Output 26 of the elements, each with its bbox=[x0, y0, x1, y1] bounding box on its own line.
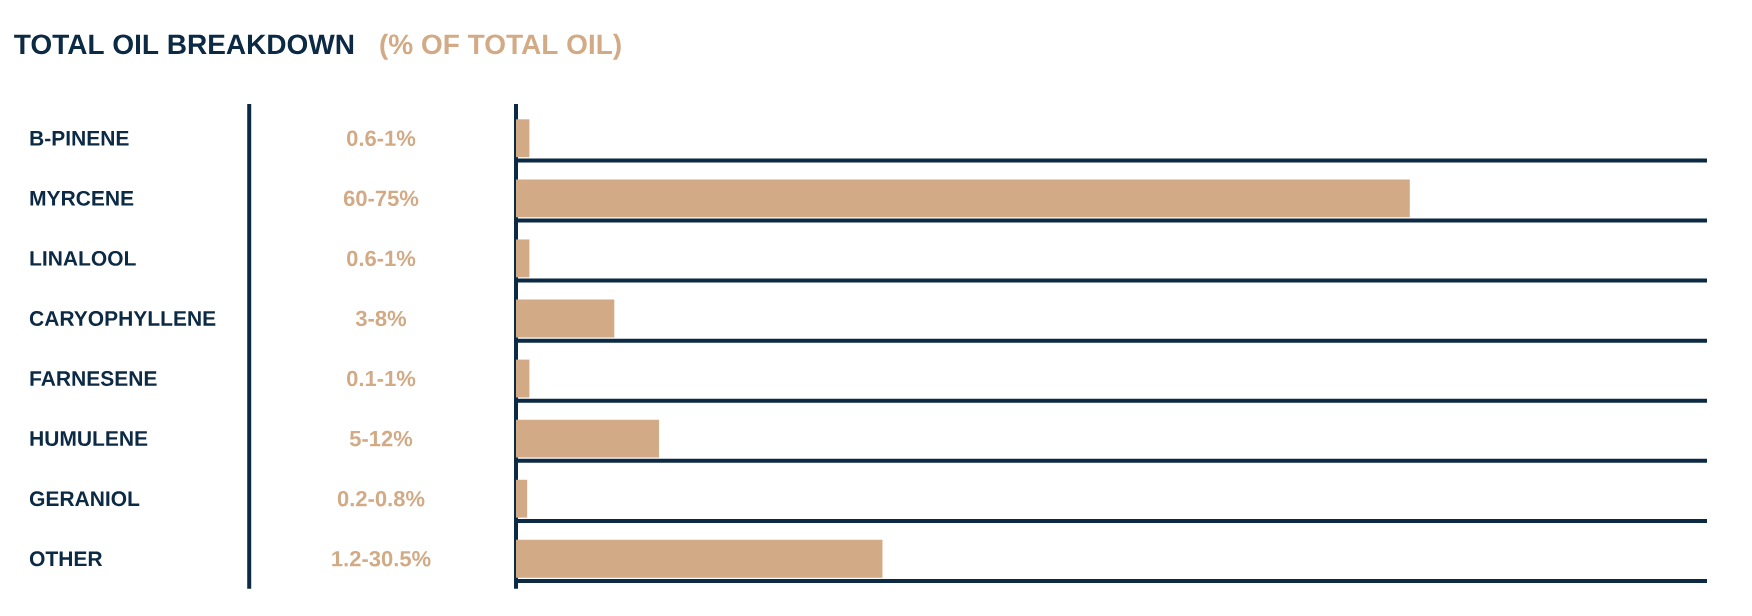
y-tick-label: B-PINENE bbox=[30, 131, 129, 146]
y-tick-label: HUMULENE bbox=[30, 431, 148, 446]
y-tick-label: GERANIOL bbox=[29, 491, 140, 507]
bar bbox=[516, 119, 530, 158]
bar bbox=[516, 419, 660, 458]
text: 5-12% bbox=[349, 430, 413, 447]
text: 3-8% bbox=[355, 310, 407, 327]
text: 0.2-0.8% bbox=[337, 490, 425, 507]
chart-subtitle: (% OF TOTAL OIL) bbox=[380, 33, 621, 60]
y-tick-label: CARYOPHYLLENE bbox=[29, 311, 216, 326]
bar bbox=[516, 179, 1410, 218]
y-tick-label: FARNESENE bbox=[30, 371, 157, 386]
bar bbox=[516, 539, 883, 578]
y-tick-label: LINALOOL bbox=[30, 250, 136, 266]
text: 1.2-30.5% bbox=[332, 550, 431, 567]
text: TOTAL OIL BREAKDOWN bbox=[14, 34, 354, 55]
bar bbox=[516, 299, 615, 338]
y-tick-label: MYRCENE bbox=[30, 190, 134, 206]
bar bbox=[516, 479, 528, 518]
y-tick-label: OTHER bbox=[29, 551, 103, 567]
text: 0.1-1% bbox=[347, 370, 416, 387]
text: 0.6-1% bbox=[347, 250, 416, 267]
bar bbox=[516, 239, 530, 278]
bar bbox=[516, 359, 530, 398]
text: 60-75% bbox=[343, 190, 419, 207]
text: 0.6-1% bbox=[347, 130, 416, 147]
